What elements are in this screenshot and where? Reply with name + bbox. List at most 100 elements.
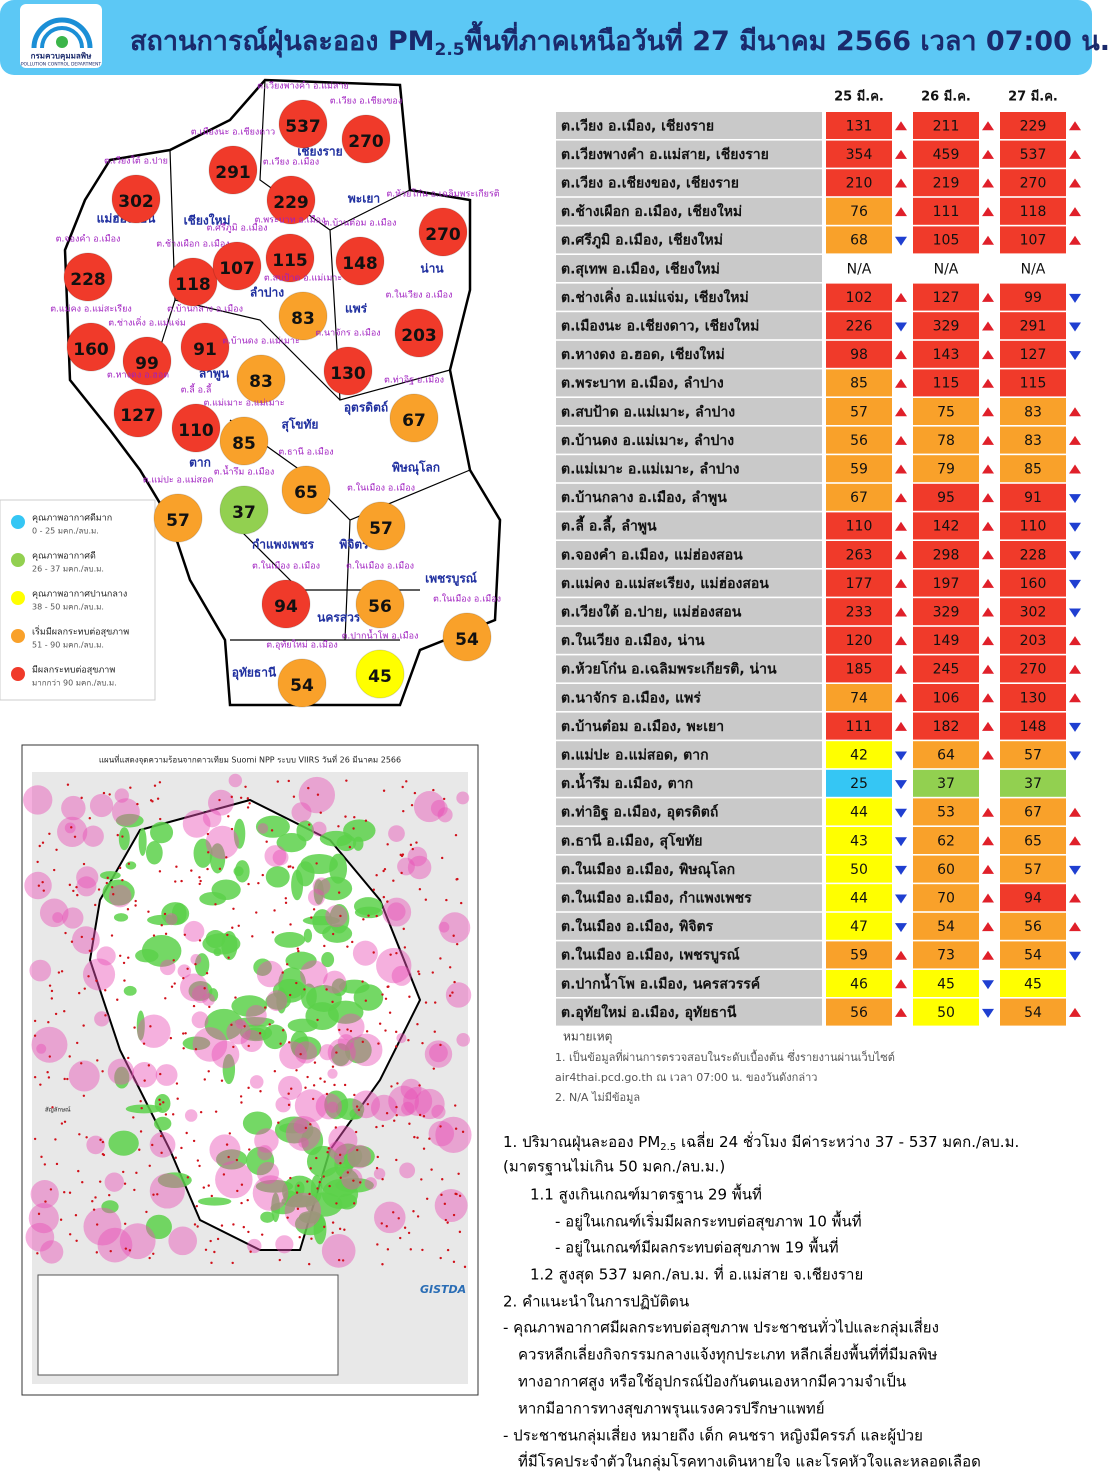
station-value: 270 xyxy=(425,225,461,245)
hotspot xyxy=(425,1197,429,1200)
value: 106 xyxy=(933,690,960,706)
hotspot xyxy=(98,1180,102,1183)
trend-arrow xyxy=(982,292,994,302)
hotspot xyxy=(134,904,137,907)
value: 131 xyxy=(846,118,873,134)
row-name: ต.บ้านกลาง อ.เมือง, ลำพูน xyxy=(561,490,727,506)
logo-arc xyxy=(31,17,93,49)
value-cell xyxy=(1000,340,1066,368)
hotspot xyxy=(73,835,77,838)
value: 60 xyxy=(937,862,955,878)
value-cell xyxy=(826,855,892,883)
hotspot xyxy=(353,816,356,819)
hotspot-haze xyxy=(337,1034,355,1051)
hotspot xyxy=(325,988,328,991)
trend-arrow xyxy=(982,721,994,731)
value-cell xyxy=(913,712,979,740)
value-cell xyxy=(826,684,892,711)
legend-box xyxy=(0,499,156,701)
hotspot xyxy=(182,976,185,980)
trend-arrow xyxy=(1069,351,1081,361)
hotspot xyxy=(308,823,311,826)
hotspot xyxy=(214,1110,218,1113)
value: 115 xyxy=(933,376,960,392)
value-cell xyxy=(826,112,892,139)
row-name: ต.จองคำ อ.เมือง, แม่ฮ่องสอน xyxy=(561,547,743,563)
legend-range: 51 - 90 มคก./ลบ.ม. xyxy=(32,641,104,650)
hotspot xyxy=(232,907,235,910)
summary-line: - คุณภาพอากาศมีผลกระทบต่อสุขภาพ ประชาชนท… xyxy=(503,1317,939,1338)
value-cell xyxy=(913,912,979,940)
hotspot xyxy=(82,862,86,866)
hotspot xyxy=(364,999,368,1002)
hotspot xyxy=(205,972,209,975)
hotspot xyxy=(353,1093,356,1097)
forest xyxy=(150,821,174,844)
row-name-cell xyxy=(556,684,822,711)
hotspot xyxy=(227,956,230,959)
hotspot-haze xyxy=(364,1177,377,1190)
hotspot xyxy=(257,881,260,885)
station-marker xyxy=(418,207,468,257)
value: 68 xyxy=(850,233,868,249)
hotspot xyxy=(418,1113,422,1117)
forest xyxy=(135,948,159,963)
hotspot xyxy=(104,989,107,992)
hotspot xyxy=(70,826,73,829)
forest xyxy=(253,958,272,976)
hotspot-haze xyxy=(256,1161,280,1185)
row-name: ต.เวียงใต้ อ.ปาย, แม่ฮ่องสอน xyxy=(561,603,742,621)
hotspot xyxy=(37,884,41,887)
trend-arrow xyxy=(982,521,994,531)
hotspot xyxy=(331,1231,334,1234)
row-name-cell xyxy=(556,340,822,368)
hotspot xyxy=(270,829,274,832)
value: 76 xyxy=(850,204,868,220)
value-cell xyxy=(913,369,979,397)
value-cell xyxy=(913,741,979,769)
summary-line: ควรหลีกเลี่ยงกิจกรรมกลางแจ้งทุกประเภท หล… xyxy=(518,1344,938,1365)
hotspot xyxy=(289,1176,292,1180)
hotspot xyxy=(143,1079,146,1082)
value-cell xyxy=(826,140,892,168)
hotspot xyxy=(33,1137,37,1141)
hotspot-haze xyxy=(159,959,176,976)
row-name: ต.ห้วยโก๋น อ.เฉลิมพระเกียรติ, น่าน xyxy=(561,660,777,678)
row-name: ต.แม่คง อ.แม่สะเรียง, แม่ฮ่องสอน xyxy=(561,576,769,592)
hotspot xyxy=(385,1225,388,1228)
hotspot xyxy=(430,1168,433,1171)
station-marker xyxy=(389,393,439,443)
hotspot-haze xyxy=(300,960,328,988)
hotspot xyxy=(375,1125,378,1129)
hotspot xyxy=(132,1116,135,1119)
summary-pre: 1. ปริมาณฝุ่นละออง PM xyxy=(503,1133,660,1152)
hotspot-haze xyxy=(215,1160,253,1199)
row-name-cell xyxy=(556,998,822,1026)
logo-leaf xyxy=(56,36,68,48)
hotspot xyxy=(96,1059,99,1062)
hotspot xyxy=(309,1123,312,1126)
row-name-cell xyxy=(556,112,822,139)
value: 115 xyxy=(1020,376,1047,392)
hotspot xyxy=(199,1110,203,1114)
forest xyxy=(344,1036,372,1064)
hotspot xyxy=(164,932,168,936)
hotspot xyxy=(307,1262,311,1266)
hotspot xyxy=(183,933,187,937)
value-cell xyxy=(1000,912,1066,940)
hotspot xyxy=(295,1069,298,1072)
hotspot xyxy=(118,866,122,870)
hotspot-haze xyxy=(205,825,240,860)
forest xyxy=(101,1200,119,1214)
forest xyxy=(145,1214,172,1240)
hotspot xyxy=(408,995,411,998)
title-sub: 2.5 xyxy=(435,40,465,60)
station-value: 130 xyxy=(330,364,366,384)
forest xyxy=(209,843,226,874)
hotspot xyxy=(237,924,240,927)
trend-arrow xyxy=(982,950,994,960)
trend-arrow xyxy=(1069,636,1081,646)
hotspot xyxy=(174,880,177,883)
hotspot xyxy=(49,1188,53,1191)
hotspot xyxy=(331,1065,335,1068)
